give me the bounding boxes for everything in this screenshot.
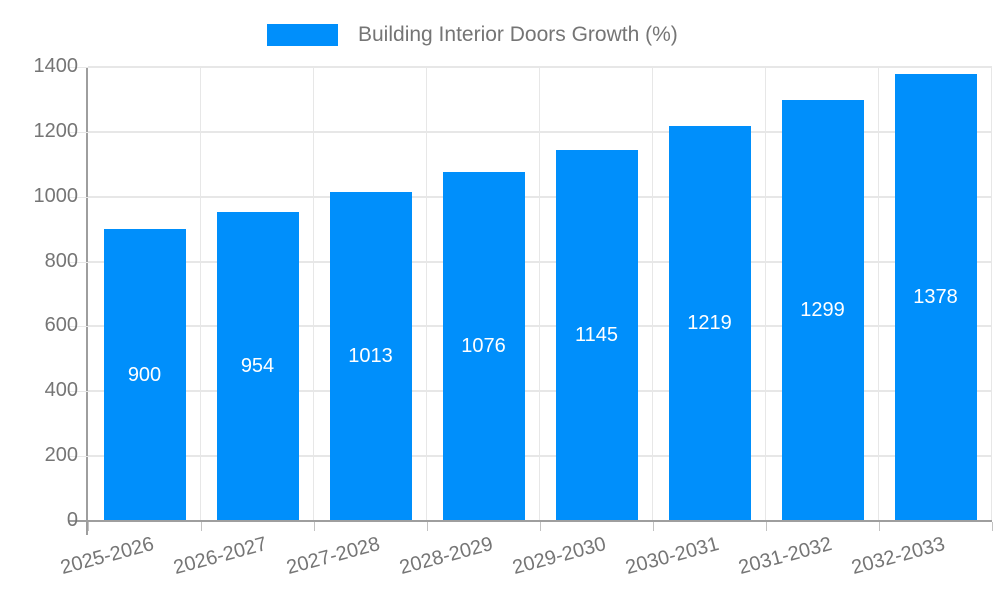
x-axis-label: 2032-2033 <box>849 533 948 580</box>
bar[interactable]: 1299 <box>781 99 864 521</box>
x-gridline <box>652 67 653 521</box>
bar[interactable]: 1145 <box>555 149 638 521</box>
x-axis-tick <box>878 522 880 531</box>
bar[interactable]: 1013 <box>329 192 412 521</box>
y-axis-label: 1000 <box>33 184 79 207</box>
y-axis-tick <box>68 196 88 198</box>
x-axis-tick <box>87 522 89 531</box>
y-gridline <box>88 390 992 393</box>
bar-value-label: 1145 <box>574 323 618 346</box>
x-axis-tick <box>652 522 654 531</box>
bar[interactable]: 900 <box>103 229 186 521</box>
plot-area: 900 954 1013 1076 1145 1219 1299 1378 <box>88 66 992 521</box>
bar-value-label: 1076 <box>461 335 506 358</box>
y-axis-label: 200 <box>44 444 78 467</box>
bar[interactable]: 954 <box>216 211 299 521</box>
x-axis-tick <box>765 522 767 531</box>
x-axis-tick <box>991 522 993 531</box>
x-axis-tick <box>426 522 428 531</box>
x-axis-tick <box>200 522 202 531</box>
y-axis-label: 1400 <box>33 55 79 77</box>
x-gridline <box>539 67 540 521</box>
x-gridline <box>991 67 992 521</box>
x-gridline <box>878 67 879 521</box>
x-axis-label: 2030-2031 <box>623 533 722 580</box>
bar-value-label: 954 <box>240 354 275 377</box>
x-gridline <box>313 67 314 521</box>
x-axis-label: 2031-2032 <box>736 533 835 580</box>
y-gridline <box>88 260 992 263</box>
y-axis-label: 600 <box>44 314 78 337</box>
x-axis-label: 2029-2030 <box>510 533 609 580</box>
y-gridline <box>88 130 992 133</box>
legend-label: Building Interior Doors Growth (%) <box>358 23 678 46</box>
bar-value-label: 1299 <box>800 298 845 321</box>
y-gridline <box>88 325 992 328</box>
x-axis-label: 2028-2029 <box>397 533 496 580</box>
x-axis-line <box>68 520 992 522</box>
x-axis-label: 2026-2027 <box>171 533 270 580</box>
y-axis-label: 800 <box>44 249 78 272</box>
x-axis-tick <box>313 522 315 531</box>
x-gridline <box>426 67 427 521</box>
y-gridline <box>88 455 992 458</box>
bar[interactable]: 1219 <box>668 125 751 521</box>
legend-item[interactable]: Building Interior Doors Growth (%) <box>267 23 678 47</box>
x-gridline <box>200 67 201 521</box>
y-axis-line <box>86 67 88 535</box>
bar-value-label: 1219 <box>687 311 732 334</box>
y-axis-label: 0 <box>66 509 78 531</box>
bar-value-label: 900 <box>127 363 162 386</box>
bar[interactable]: 1378 <box>894 74 977 521</box>
y-axis-tick <box>68 261 88 263</box>
x-gridline <box>765 67 766 521</box>
y-axis-tick <box>68 326 88 328</box>
x-axis-tick <box>539 522 541 531</box>
legend-swatch <box>267 24 338 46</box>
y-axis-tick <box>68 456 88 458</box>
y-gridline <box>88 66 992 68</box>
y-axis-label: 400 <box>44 379 78 402</box>
y-axis-tick <box>68 67 88 68</box>
y-axis-label: 1200 <box>33 119 79 142</box>
x-axis-label: 2027-2028 <box>284 533 383 580</box>
y-gridline <box>88 195 992 198</box>
x-axis-label: 2025-2026 <box>58 533 157 580</box>
bar[interactable]: 1076 <box>442 172 525 521</box>
bar-value-label: 1013 <box>348 345 393 368</box>
y-axis-tick <box>68 131 88 133</box>
bar-value-label: 1378 <box>913 286 958 309</box>
y-axis-tick <box>68 391 88 393</box>
